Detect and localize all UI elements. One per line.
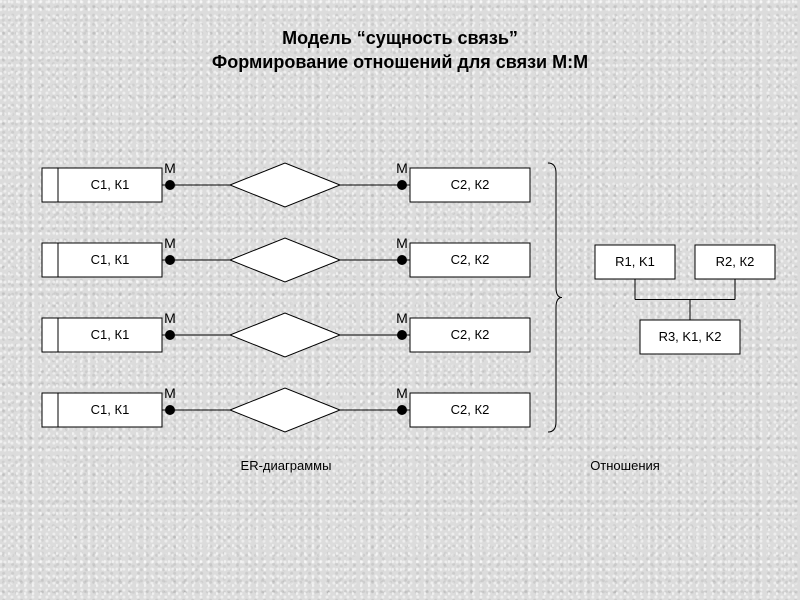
m-label-right-1: М — [396, 235, 408, 251]
dot-right-0 — [397, 180, 407, 190]
entity-right-label-2: С2, К2 — [451, 327, 490, 342]
caption-er: ER-диаграммы — [241, 458, 332, 473]
entity-left-label-1: С1, К1 — [91, 252, 130, 267]
m-label-left-0: М — [164, 160, 176, 176]
entity-left-label-2: С1, К1 — [91, 327, 130, 342]
dot-left-1 — [165, 255, 175, 265]
dot-right-2 — [397, 330, 407, 340]
relationship-diamond-0 — [230, 163, 340, 207]
entity-left-label-0: С1, К1 — [91, 177, 130, 192]
dot-left-2 — [165, 330, 175, 340]
dot-right-1 — [397, 255, 407, 265]
entity-right-label-0: С2, К2 — [451, 177, 490, 192]
dot-left-0 — [165, 180, 175, 190]
diagram-svg: С1, К1 С2, К2 М М С1, К1 С2, К2 М М С1, К1 С2, К2… — [0, 0, 800, 600]
entity-left-label-3: С1, К1 — [91, 402, 130, 417]
m-label-left-2: М — [164, 310, 176, 326]
m-label-left-1: М — [164, 235, 176, 251]
relation-label-0: R1, K1 — [615, 254, 655, 269]
caption-relations: Отношения — [590, 458, 660, 473]
relationship-diamond-1 — [230, 238, 340, 282]
relation-connectors — [635, 279, 735, 320]
entity-right-label-1: С2, К2 — [451, 252, 490, 267]
m-label-right-3: М — [396, 385, 408, 401]
entity-right-label-3: С2, К2 — [451, 402, 490, 417]
dot-right-3 — [397, 405, 407, 415]
relationship-diamond-3 — [230, 388, 340, 432]
bracket-icon — [548, 163, 562, 432]
relation-label-1: R2, К2 — [716, 254, 755, 269]
m-label-right-2: М — [396, 310, 408, 326]
m-label-right-0: М — [396, 160, 408, 176]
relation-label-2: R3, K1, K2 — [659, 329, 722, 344]
m-label-left-3: М — [164, 385, 176, 401]
relationship-diamond-2 — [230, 313, 340, 357]
dot-left-3 — [165, 405, 175, 415]
